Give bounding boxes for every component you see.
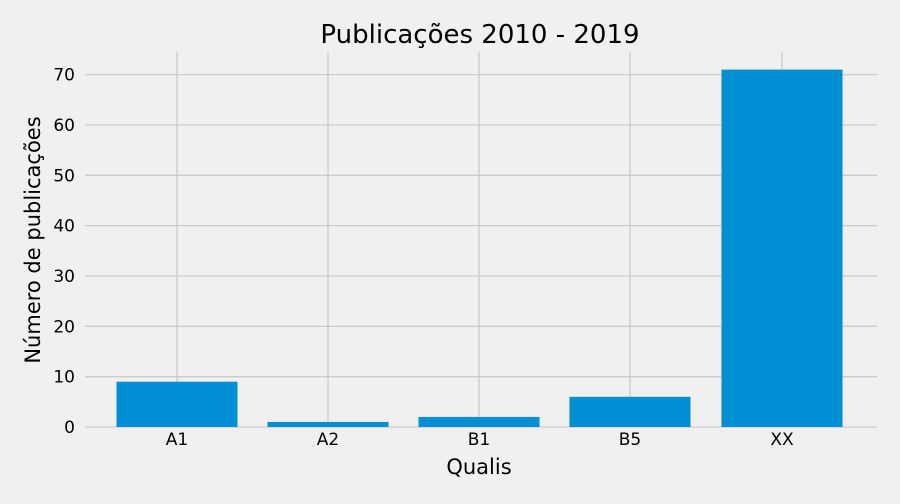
tick-labels: 0 10 20 30 40 50 60 70 A1 A2 B1 B5 XX — [53, 66, 794, 450]
bar-xx — [721, 69, 843, 428]
x-tick-label: B1 — [468, 430, 490, 450]
bar-a1 — [116, 381, 238, 427]
x-tick-label: B5 — [619, 430, 641, 450]
y-axis-label: Número de publicações — [21, 116, 45, 363]
y-tick-label: 20 — [53, 317, 75, 337]
grid-lines — [85, 52, 877, 428]
y-tick-label: 10 — [53, 368, 75, 388]
bar-b1 — [418, 416, 540, 427]
bars — [116, 69, 843, 428]
x-tick-label: A1 — [166, 430, 188, 450]
y-tick-label: 40 — [53, 217, 75, 237]
x-axis-label: Qualis — [446, 455, 511, 479]
y-tick-label: 0 — [64, 418, 75, 438]
y-tick-label: 50 — [53, 166, 75, 186]
x-tick-label: XX — [770, 430, 794, 450]
x-tick-label: A2 — [317, 430, 339, 450]
bar-b5 — [569, 396, 691, 427]
y-tick-label: 70 — [53, 66, 75, 86]
y-tick-label: 60 — [53, 116, 75, 136]
chart-title: Publicações 2010 - 2019 — [320, 20, 639, 50]
y-tick-label: 30 — [53, 267, 75, 287]
bar-a2 — [267, 421, 389, 427]
